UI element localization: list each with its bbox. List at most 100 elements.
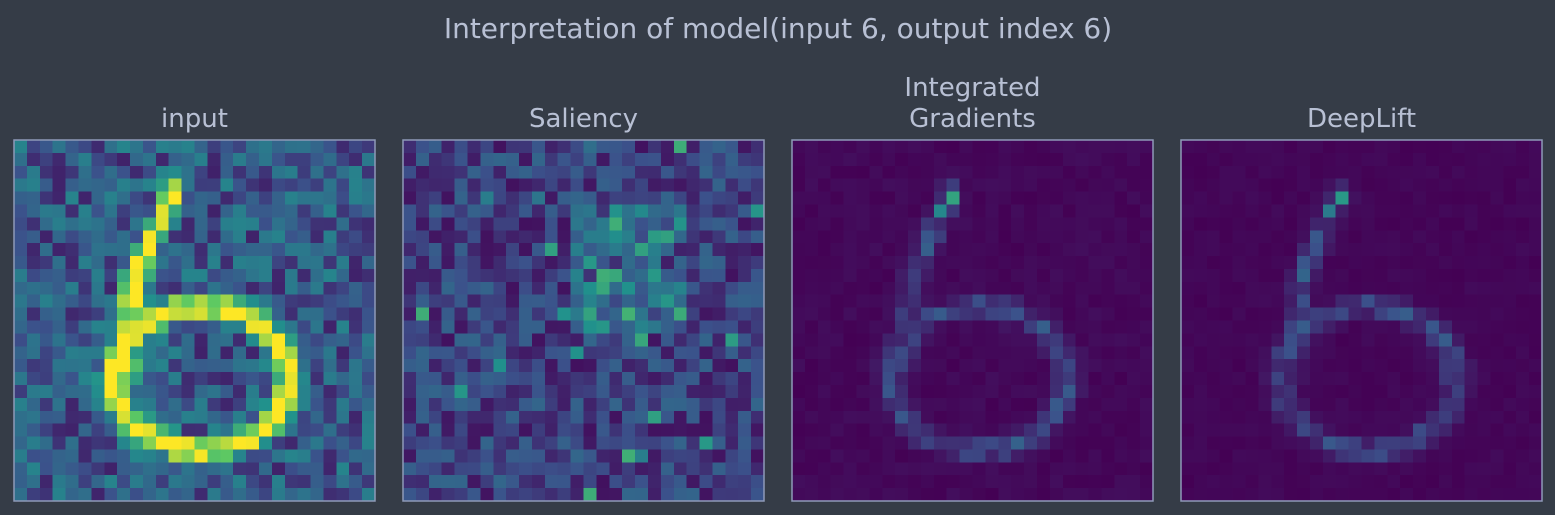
heatmap-cell <box>1258 320 1272 334</box>
heatmap-cell <box>895 436 909 450</box>
heatmap-cell <box>712 320 726 334</box>
heatmap-cell <box>271 462 286 476</box>
heatmap-cell <box>323 333 337 347</box>
heatmap-cell <box>39 307 54 321</box>
heatmap-cell <box>660 359 675 373</box>
heatmap-cell <box>142 281 157 296</box>
heatmap-cell <box>1206 423 1221 438</box>
heatmap-cell <box>233 410 247 425</box>
heatmap-cell <box>998 217 1012 231</box>
heatmap-cell <box>104 397 118 412</box>
heatmap-cell <box>751 230 765 244</box>
heatmap-cell <box>1297 256 1311 270</box>
heatmap-cell <box>258 191 273 205</box>
heatmap-cell <box>869 488 883 502</box>
heatmap-cell <box>1140 165 1154 180</box>
heatmap-cell <box>1075 372 1090 386</box>
heatmap-cell <box>882 191 896 205</box>
heatmap-cell <box>1232 281 1246 296</box>
heatmap-cell <box>1297 320 1311 334</box>
heatmap-cell <box>1451 384 1466 399</box>
heatmap-cell <box>738 397 752 412</box>
heatmap-cell <box>323 191 337 205</box>
heatmap-cell <box>78 333 92 347</box>
heatmap-cell <box>622 165 636 180</box>
heatmap-cell <box>1075 475 1090 489</box>
heatmap-cell <box>699 410 713 425</box>
heatmap-cell <box>1516 346 1530 360</box>
heatmap-cell <box>1036 462 1051 476</box>
heatmap-cell <box>1114 346 1128 360</box>
heatmap-cell <box>647 281 662 296</box>
heatmap-cell <box>1335 191 1350 205</box>
heatmap-cell <box>1503 294 1517 309</box>
heatmap-cell <box>78 294 92 309</box>
heatmap-cell <box>882 281 896 296</box>
heatmap-cell <box>1477 423 1491 438</box>
heatmap-cell <box>1245 475 1259 489</box>
heatmap-cell <box>570 475 584 489</box>
heatmap-cell <box>1193 178 1208 193</box>
heatmap-cell <box>1425 281 1440 296</box>
heatmap-cell <box>220 346 234 360</box>
heatmap-cell <box>26 359 41 373</box>
heatmap-cell <box>1049 307 1064 321</box>
heatmap-cell <box>65 281 79 296</box>
heatmap-cell <box>194 449 208 463</box>
heatmap-cell <box>998 140 1012 154</box>
heatmap-cell <box>1451 165 1466 180</box>
heatmap-cell <box>207 320 221 334</box>
heatmap-cell <box>1232 307 1246 321</box>
heatmap-cell <box>1284 346 1298 360</box>
heatmap-cell <box>1451 410 1466 425</box>
heatmap-cell <box>415 346 430 360</box>
heatmap-cell <box>933 384 948 399</box>
panel-title: DeepLift <box>1307 104 1416 134</box>
heatmap-cell <box>194 372 208 386</box>
heatmap-cell <box>428 230 443 244</box>
heatmap-cell <box>1245 178 1259 193</box>
heatmap-cell <box>1232 191 1246 205</box>
heatmap-cell <box>544 410 559 425</box>
heatmap-cell <box>557 268 572 283</box>
heatmap-cell <box>946 281 961 296</box>
heatmap-cell <box>297 281 312 296</box>
heatmap-cell <box>1284 436 1298 450</box>
heatmap-cell <box>1425 462 1440 476</box>
heatmap-cell <box>557 359 572 373</box>
heatmap-cell <box>323 140 337 154</box>
heatmap-cell <box>130 436 144 450</box>
heatmap-cell <box>635 178 649 193</box>
heatmap-cell <box>297 462 312 476</box>
heatmap-cell <box>1335 423 1350 438</box>
heatmap-cell <box>1477 243 1491 257</box>
heatmap-cell <box>1127 449 1141 463</box>
heatmap-cell <box>480 294 494 309</box>
heatmap-cell <box>1529 397 1543 412</box>
heatmap-cell <box>1400 152 1414 167</box>
heatmap-cell <box>1516 165 1530 180</box>
heatmap-cell <box>1232 397 1246 412</box>
heatmap-cell <box>738 191 752 205</box>
heatmap-cell <box>26 423 41 438</box>
heatmap-cell <box>1075 423 1090 438</box>
heatmap-cell <box>506 152 520 167</box>
heatmap-cell <box>1335 346 1350 360</box>
heatmap-cell <box>1011 423 1025 438</box>
heatmap-cell <box>310 268 324 283</box>
heatmap-cell <box>117 384 131 399</box>
heatmap-cell <box>1101 307 1115 321</box>
heatmap-cell <box>519 217 533 231</box>
heatmap-cell <box>1400 191 1414 205</box>
heatmap-cell <box>856 333 870 347</box>
heatmap-cell <box>1387 436 1401 450</box>
heatmap-cell <box>403 359 417 373</box>
heatmap-cell <box>869 410 883 425</box>
heatmap-cell <box>142 346 157 360</box>
heatmap-cell <box>882 217 896 231</box>
heatmap-cell <box>1219 320 1234 334</box>
heatmap-cell <box>792 178 806 193</box>
heatmap-cell <box>635 436 649 450</box>
heatmap-cell <box>362 217 376 231</box>
heatmap-cell <box>712 475 726 489</box>
